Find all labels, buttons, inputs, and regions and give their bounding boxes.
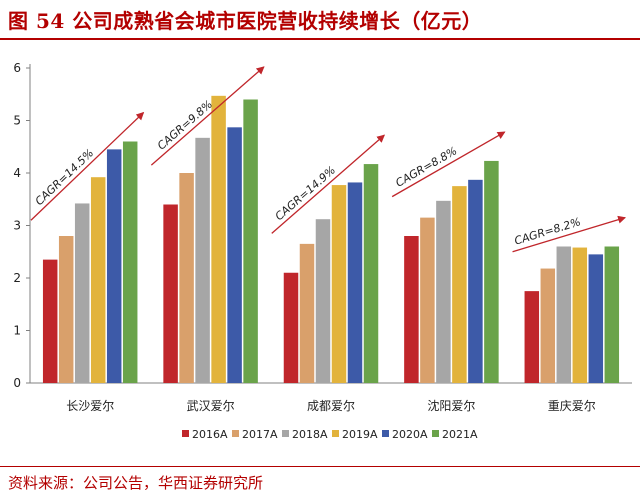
x-tick-label: 长沙爱尔 (66, 398, 114, 413)
y-tick-label: 4 (13, 166, 21, 180)
bar-2021A-5 (604, 246, 620, 383)
legend-label-2020A: 2020A (392, 428, 428, 441)
cagr-label: CAGR=8.8% (393, 144, 459, 189)
bar-2019A-1 (90, 177, 106, 383)
bar-2021A-1 (122, 141, 138, 383)
bar-2019A-3 (331, 185, 347, 383)
legend-label-2016A: 2016A (192, 428, 228, 441)
title-divider (0, 38, 640, 40)
legend-label-2018A: 2018A (292, 428, 328, 441)
bar-2021A-2 (243, 99, 258, 383)
cagr-label: CAGR=14.5% (33, 146, 97, 208)
bar-2020A-5 (588, 254, 604, 383)
bar-2016A-2 (163, 204, 178, 383)
bar-2016A-1 (42, 259, 58, 383)
x-tick-label: 重庆爱尔 (548, 398, 596, 413)
bar-2019A-5 (572, 247, 588, 383)
y-tick-label: 0 (13, 376, 21, 390)
y-tick-label: 6 (13, 61, 21, 75)
bar-2020A-3 (347, 182, 363, 383)
bar-2018A-4 (436, 200, 451, 383)
cagr-arrow (150, 66, 265, 166)
bar-2016A-5 (524, 291, 540, 383)
legend-swatch-2019A (332, 430, 339, 437)
bar-2019A-2 (211, 95, 226, 383)
legend-swatch-2017A (232, 430, 239, 437)
x-tick-label: 武汉爱尔 (187, 398, 235, 413)
bar-2017A-4 (420, 217, 435, 383)
bar-2020A-1 (106, 149, 122, 383)
cagr-arrow (30, 111, 145, 221)
cagr-arrow (271, 134, 386, 234)
x-tick-label: 成都爱尔 (307, 398, 355, 413)
y-tick-label: 1 (13, 324, 21, 338)
legend-swatch-2020A (382, 430, 389, 437)
bar-2016A-4 (404, 236, 419, 383)
bar-2021A-4 (484, 160, 499, 383)
legend-swatch-2021A (432, 430, 439, 437)
bar-2020A-2 (227, 127, 242, 383)
bar-2017A-5 (540, 268, 556, 383)
legend-label-2021A: 2021A (442, 428, 478, 441)
bar-2018A-2 (195, 137, 210, 383)
bar-2021A-3 (363, 164, 379, 383)
bar-2017A-2 (179, 173, 194, 383)
legend-label-2017A: 2017A (242, 428, 278, 441)
cagr-label: CAGR=14.9% (273, 164, 338, 223)
y-tick-label: 3 (13, 219, 21, 233)
x-tick-label: 沈阳爱尔 (427, 398, 475, 413)
chart-title: 图 54 公司成熟省会城市医院营收持续增长（亿元） (8, 9, 483, 33)
bar-2016A-3 (283, 272, 299, 383)
legend-swatch-2016A (182, 430, 189, 437)
cagr-label: CAGR=8.2% (513, 215, 582, 247)
bar-2018A-3 (315, 219, 331, 383)
bar-2019A-4 (452, 186, 467, 383)
y-tick-label: 5 (13, 114, 21, 128)
bar-2017A-1 (58, 236, 74, 383)
y-tick-label: 2 (13, 271, 21, 285)
bar-2018A-1 (74, 203, 90, 383)
cagr-arrow (512, 215, 627, 253)
source-divider (0, 466, 640, 467)
bar-2020A-4 (468, 179, 483, 383)
legend-swatch-2018A (282, 430, 289, 437)
bar-2017A-3 (299, 243, 315, 383)
legend-label-2019A: 2019A (342, 428, 378, 441)
cagr-arrow (391, 131, 506, 198)
source-note: 资料来源：公司公告，华西证券研究所 (8, 474, 264, 492)
bar-2018A-5 (556, 246, 572, 383)
